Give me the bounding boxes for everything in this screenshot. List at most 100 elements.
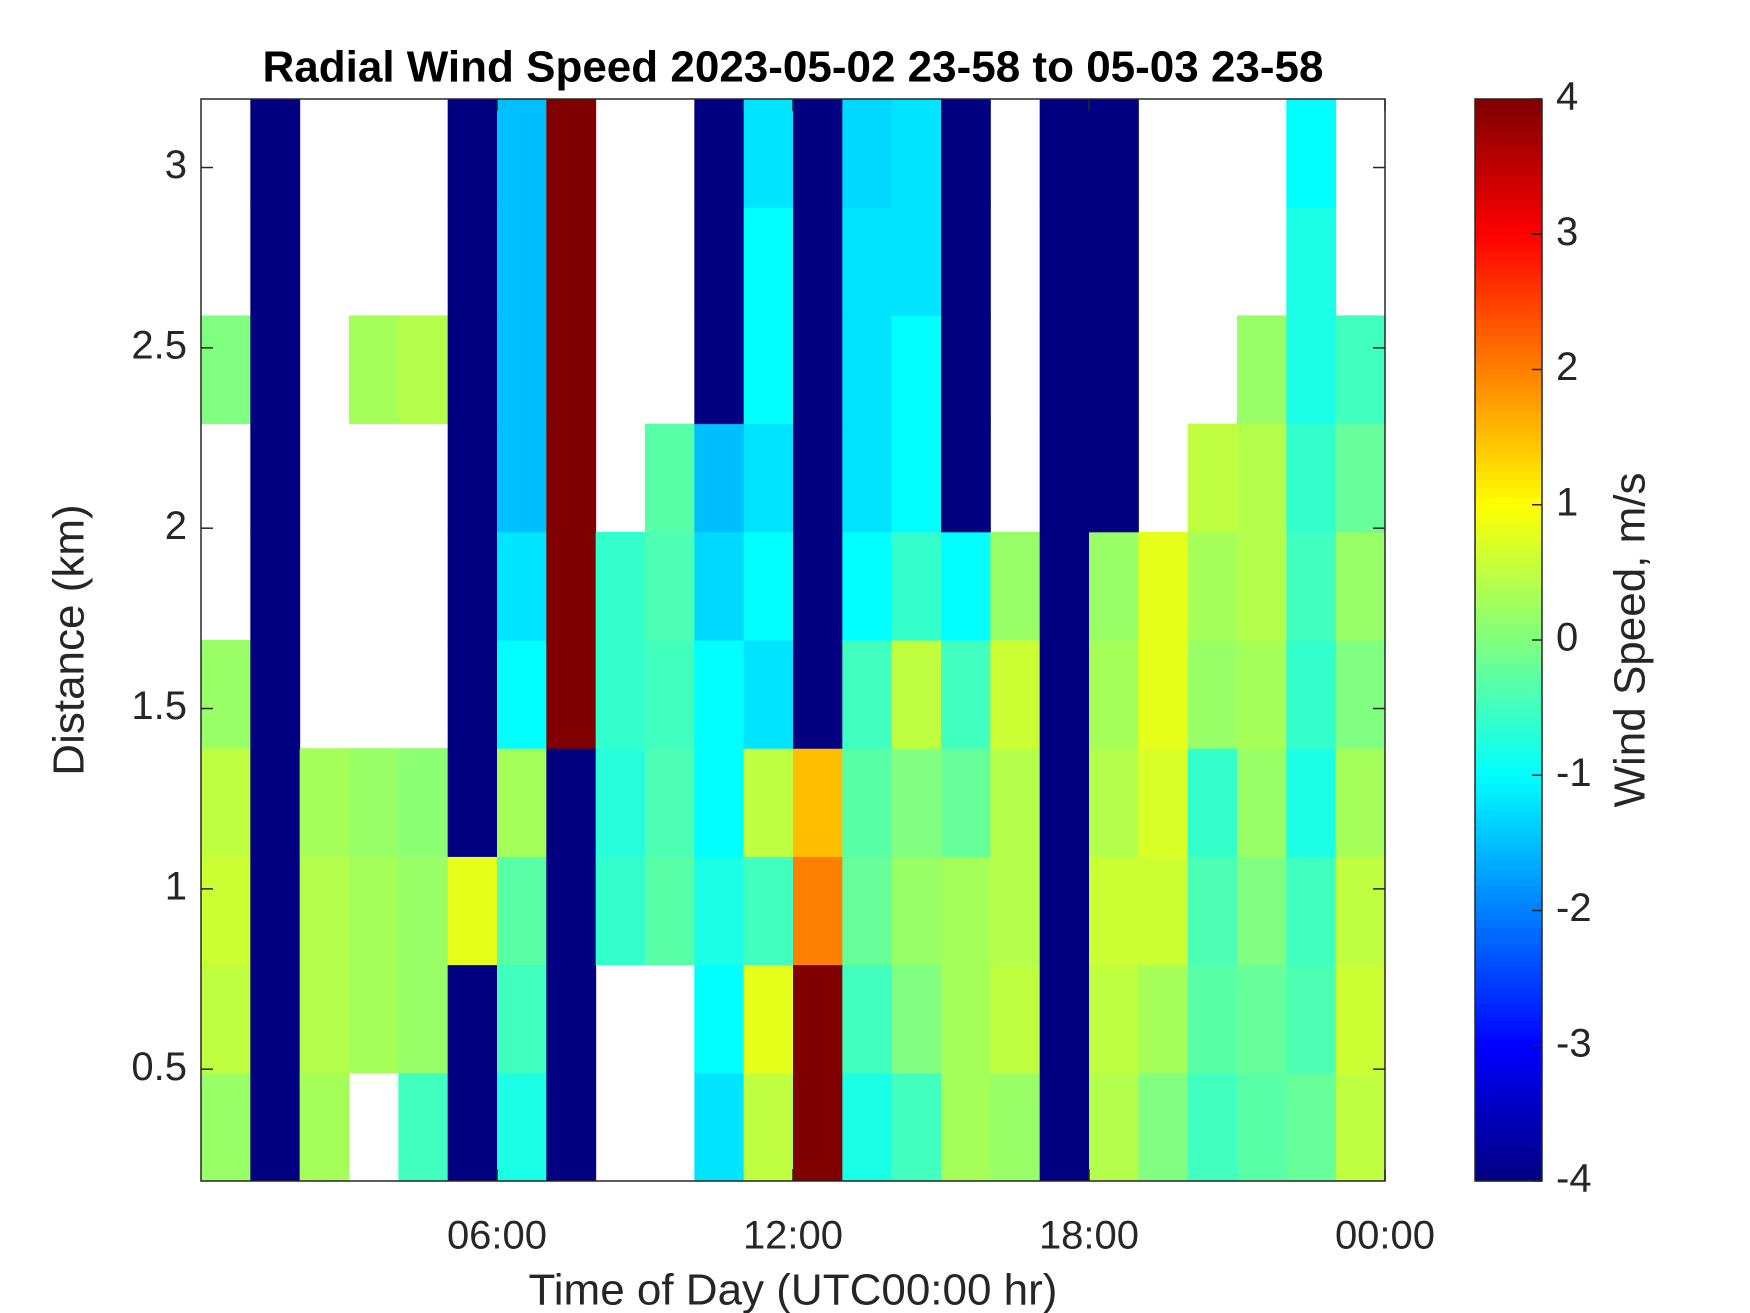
heatmap-cell — [546, 964, 597, 1074]
colorbar-tick-label: -1 — [1556, 751, 1592, 795]
heatmap-cell — [694, 207, 745, 316]
heatmap-cell — [1286, 856, 1337, 966]
heatmap-cell — [1335, 531, 1386, 641]
heatmap-cell — [891, 207, 942, 316]
heatmap-cell — [891, 531, 942, 641]
colorbar-segment — [1475, 817, 1542, 827]
colorbar-segment — [1475, 1045, 1542, 1055]
colorbar-segment — [1475, 149, 1542, 159]
colorbar-segment — [1475, 682, 1542, 692]
colorbar-segment — [1475, 1020, 1542, 1030]
heatmap-cell — [990, 1072, 1041, 1182]
colorbar-segment — [1475, 1113, 1542, 1123]
colorbar-segment — [1475, 1088, 1542, 1098]
colorbar-segment — [1475, 995, 1542, 1005]
colorbar-segment — [1475, 580, 1542, 590]
heatmap-cell — [1187, 748, 1238, 857]
colorbar-segment — [1475, 910, 1542, 920]
colorbar-segment — [1475, 521, 1542, 531]
heatmap-cell — [1335, 964, 1386, 1074]
heatmap-cell — [891, 1072, 942, 1182]
heatmap-cell — [250, 207, 301, 316]
y-tick-label: 1.5 — [131, 684, 187, 728]
colorbar-segment — [1475, 724, 1542, 734]
colorbar-segment — [1475, 792, 1542, 802]
colorbar-segment — [1475, 428, 1542, 438]
colorbar-segment — [1475, 986, 1542, 996]
heatmap-cell — [250, 964, 301, 1074]
colorbar-segment — [1475, 259, 1542, 269]
heatmap-cell — [447, 315, 498, 425]
heatmap-cell — [1089, 315, 1139, 425]
colorbar-segment — [1475, 538, 1542, 548]
colorbar-segment — [1475, 1121, 1542, 1131]
heatmap-cell — [1335, 640, 1386, 749]
heatmap-cell — [743, 856, 794, 966]
heatmap-cell — [1335, 856, 1386, 966]
heatmap-cell — [743, 748, 794, 857]
heatmap-cell — [1286, 423, 1337, 533]
heatmap-cell — [250, 315, 301, 425]
colorbar-segment — [1475, 504, 1542, 514]
heatmap-cell — [1039, 1072, 1090, 1182]
heatmap-cell — [201, 315, 251, 425]
colorbar-segment — [1475, 310, 1542, 320]
colorbar-segment — [1475, 318, 1542, 328]
heatmap-cell — [743, 423, 794, 533]
heatmap-cell — [497, 99, 547, 208]
heatmap-cell — [497, 531, 547, 641]
heatmap-cell — [497, 640, 547, 749]
colorbar-segment — [1475, 454, 1542, 464]
colorbar-segment — [1475, 766, 1542, 776]
colorbar-segment — [1475, 327, 1542, 337]
colorbar-segment — [1475, 1054, 1542, 1064]
heatmap-cell — [349, 856, 399, 966]
heatmap-cell — [349, 315, 399, 425]
heatmap-cell — [743, 964, 794, 1074]
heatmap-cell — [1187, 1072, 1238, 1182]
colorbar-segment — [1475, 665, 1542, 675]
colorbar-segment — [1475, 1096, 1542, 1106]
colorbar-segment — [1475, 132, 1542, 142]
heatmap-cell — [990, 748, 1041, 857]
heatmap-cell — [1237, 856, 1287, 966]
heatmap-cell — [842, 423, 893, 533]
colorbar-segment — [1475, 107, 1542, 117]
heatmap-cell — [1039, 207, 1090, 316]
heatmap-cell — [694, 1072, 745, 1182]
colorbar-segment — [1475, 158, 1542, 168]
colorbar-segment — [1475, 716, 1542, 726]
heatmap-cell — [447, 856, 498, 966]
colorbar-segment — [1475, 969, 1542, 979]
heatmap-cell — [398, 748, 449, 857]
colorbar-segment — [1475, 445, 1542, 455]
colorbar-segment — [1475, 961, 1542, 971]
colorbar-segment — [1475, 1147, 1542, 1157]
x-tick-label: 00:00 — [1335, 1214, 1435, 1258]
colorbar-segment — [1475, 893, 1542, 903]
heatmap-cell — [1286, 640, 1337, 749]
colorbar-segment — [1475, 268, 1542, 278]
y-tick-label: 2 — [165, 504, 187, 548]
colorbar-segment — [1475, 191, 1542, 202]
colorbar-segment — [1475, 555, 1542, 565]
heatmap-cell — [250, 640, 301, 749]
heatmap-cell — [299, 856, 350, 966]
colorbar-segment — [1475, 344, 1542, 354]
colorbar-segment — [1475, 1164, 1542, 1174]
x-tick-label: 18:00 — [1039, 1214, 1139, 1258]
heatmap-cell — [250, 531, 301, 641]
colorbar-segment — [1475, 217, 1542, 227]
heatmap-cell — [546, 1072, 597, 1182]
heatmap-cell — [299, 748, 350, 857]
colorbar-segment — [1475, 640, 1542, 650]
heatmap-cell — [447, 531, 498, 641]
heatmap-cell — [941, 640, 991, 749]
x-tick-label: 12:00 — [743, 1214, 843, 1258]
heatmap-cell — [842, 748, 893, 857]
heatmap-cell — [546, 315, 597, 425]
colorbar-segment — [1475, 513, 1542, 523]
heatmap-cell — [546, 207, 597, 316]
heatmap-cell — [990, 531, 1041, 641]
